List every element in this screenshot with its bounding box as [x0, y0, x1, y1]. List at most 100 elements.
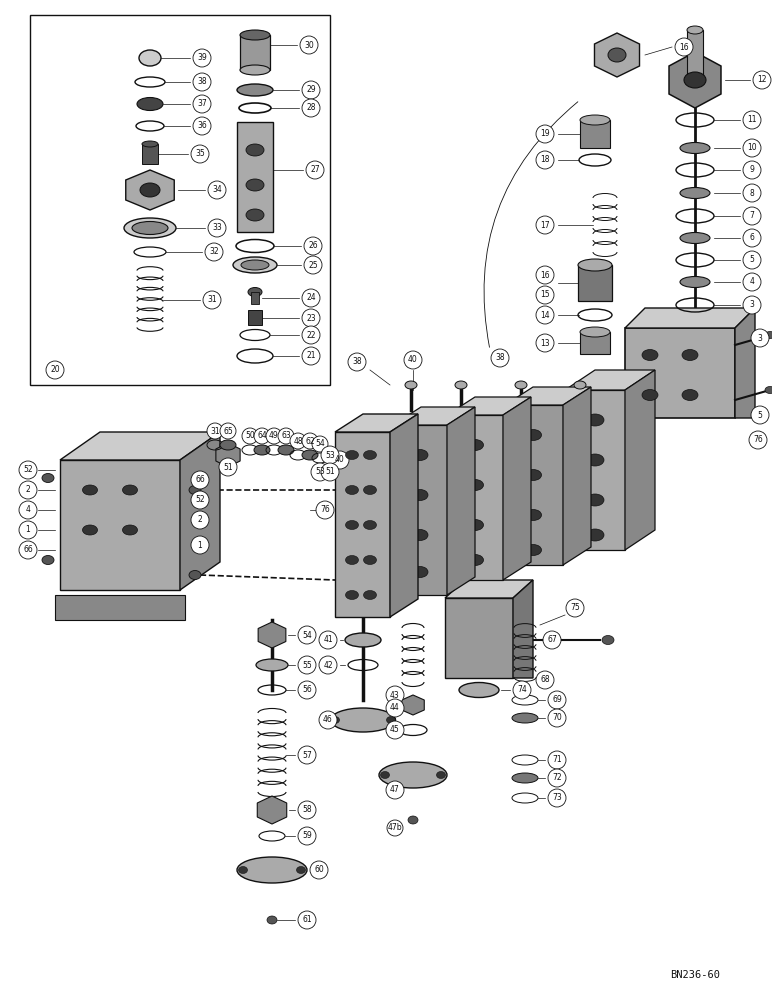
Polygon shape [335, 432, 390, 617]
Text: 62: 62 [305, 437, 315, 446]
Text: 53: 53 [325, 451, 335, 460]
Ellipse shape [302, 326, 320, 344]
Ellipse shape [267, 916, 277, 924]
Ellipse shape [42, 556, 54, 564]
Ellipse shape [455, 381, 467, 389]
Bar [30, 15, 330, 385]
Ellipse shape [319, 711, 337, 729]
Ellipse shape [124, 218, 176, 238]
Ellipse shape [684, 72, 706, 88]
Ellipse shape [233, 257, 277, 273]
Ellipse shape [743, 139, 761, 157]
Text: 23: 23 [306, 314, 316, 323]
Ellipse shape [680, 232, 710, 243]
Ellipse shape [536, 125, 554, 143]
Polygon shape [505, 387, 591, 405]
Text: 3: 3 [757, 334, 763, 343]
Polygon shape [401, 695, 425, 715]
Ellipse shape [404, 351, 422, 369]
Ellipse shape [246, 144, 264, 156]
Text: 31: 31 [207, 296, 217, 304]
Bar [687, 30, 703, 80]
Text: 45: 45 [390, 726, 400, 734]
Bar [237, 122, 273, 232]
Ellipse shape [311, 463, 329, 481]
Ellipse shape [412, 566, 428, 577]
Text: 38: 38 [495, 354, 505, 362]
Ellipse shape [751, 329, 769, 347]
Bar [251, 292, 259, 304]
Ellipse shape [586, 414, 604, 426]
Ellipse shape [132, 222, 168, 234]
Ellipse shape [319, 656, 337, 674]
Ellipse shape [515, 381, 527, 389]
Ellipse shape [83, 525, 97, 535]
Text: 52: 52 [23, 466, 33, 475]
Ellipse shape [642, 350, 658, 360]
Text: 57: 57 [302, 750, 312, 760]
Ellipse shape [219, 458, 237, 476]
Polygon shape [126, 170, 174, 210]
Text: 1: 1 [198, 540, 202, 550]
Text: 37: 37 [197, 100, 207, 108]
Text: 32: 32 [209, 247, 218, 256]
Ellipse shape [248, 288, 262, 296]
Ellipse shape [137, 98, 163, 110]
Ellipse shape [346, 520, 358, 530]
Ellipse shape [191, 471, 209, 489]
Text: 58: 58 [302, 806, 312, 814]
Polygon shape [258, 622, 286, 648]
Bar [240, 35, 270, 70]
Ellipse shape [548, 769, 566, 787]
Text: 76: 76 [320, 506, 330, 514]
Text: 74: 74 [517, 686, 527, 694]
Ellipse shape [386, 686, 404, 704]
Text: 15: 15 [540, 290, 550, 299]
Text: 70: 70 [552, 714, 562, 722]
Ellipse shape [345, 633, 381, 647]
Ellipse shape [408, 816, 418, 824]
Ellipse shape [386, 781, 404, 799]
Bar [578, 265, 612, 301]
Polygon shape [563, 387, 591, 565]
Ellipse shape [536, 671, 554, 689]
Ellipse shape [580, 327, 610, 337]
Ellipse shape [386, 721, 404, 739]
Bar [142, 144, 158, 164]
Text: 25: 25 [308, 260, 318, 269]
Ellipse shape [205, 243, 223, 261]
Ellipse shape [642, 389, 658, 400]
Polygon shape [60, 432, 220, 460]
Text: 42: 42 [323, 661, 333, 670]
Polygon shape [735, 308, 755, 418]
Ellipse shape [193, 117, 211, 135]
Ellipse shape [608, 48, 626, 62]
Ellipse shape [242, 428, 258, 444]
Ellipse shape [743, 296, 761, 314]
Ellipse shape [743, 161, 761, 179]
Text: 63: 63 [281, 432, 291, 440]
Text: 75: 75 [571, 603, 580, 612]
Ellipse shape [304, 237, 322, 255]
Ellipse shape [578, 259, 612, 271]
Text: 56: 56 [302, 686, 312, 694]
Polygon shape [447, 407, 475, 595]
Text: 66: 66 [195, 476, 205, 485]
Ellipse shape [246, 209, 264, 221]
Text: 73: 73 [552, 794, 562, 802]
Ellipse shape [191, 511, 209, 529]
Ellipse shape [240, 30, 270, 40]
Ellipse shape [536, 216, 554, 234]
Ellipse shape [687, 26, 703, 34]
Ellipse shape [412, 530, 428, 540]
Ellipse shape [743, 111, 761, 129]
Ellipse shape [298, 801, 316, 819]
Polygon shape [565, 390, 625, 550]
Text: 46: 46 [323, 716, 333, 724]
Text: 34: 34 [212, 186, 222, 194]
Ellipse shape [548, 789, 566, 807]
Text: 30: 30 [304, 40, 314, 49]
Ellipse shape [680, 142, 710, 153]
Ellipse shape [123, 485, 137, 495]
Ellipse shape [191, 145, 209, 163]
